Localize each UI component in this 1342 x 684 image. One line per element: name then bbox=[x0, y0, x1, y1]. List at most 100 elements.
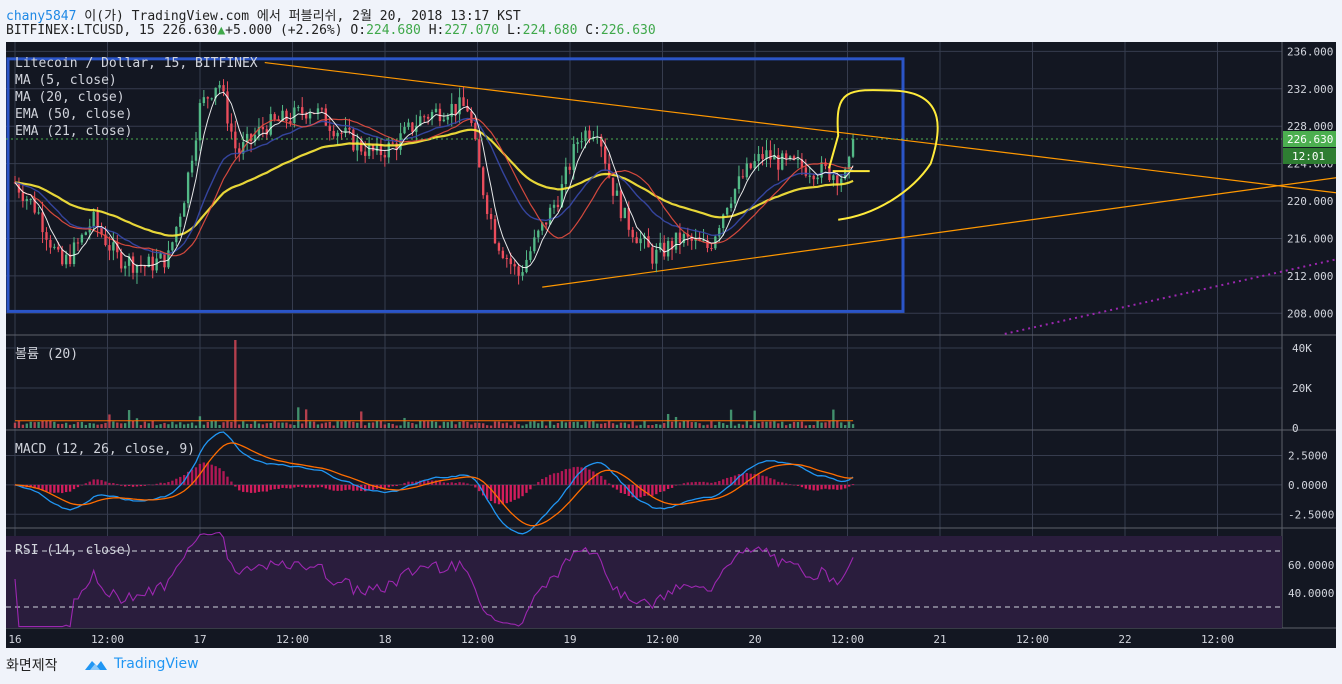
candle-body bbox=[820, 162, 823, 178]
macd-histogram-bar bbox=[647, 484, 650, 496]
candle-body bbox=[552, 204, 556, 208]
volume-bar bbox=[725, 424, 729, 428]
macd-histogram-bar bbox=[328, 484, 331, 490]
macd-histogram-bar bbox=[265, 484, 268, 492]
candle-body bbox=[462, 97, 465, 107]
macd-histogram-bar bbox=[765, 476, 768, 485]
candle-body bbox=[360, 140, 363, 152]
volume-bar bbox=[301, 423, 304, 428]
time-tick-label: 12:00 bbox=[831, 633, 864, 646]
volume-bar bbox=[387, 423, 390, 428]
macd-histogram-bar bbox=[631, 484, 634, 498]
candle-body bbox=[108, 245, 111, 251]
macd-histogram-bar bbox=[116, 483, 119, 485]
candle-body bbox=[92, 211, 95, 227]
candle-body bbox=[127, 256, 131, 266]
volume-bar bbox=[17, 420, 21, 428]
time-tick-label: 21 bbox=[933, 633, 946, 646]
volume-bar bbox=[312, 421, 316, 428]
macd-histogram-bar bbox=[840, 484, 843, 490]
candle-body bbox=[666, 241, 670, 257]
tradingview-logo-icon[interactable] bbox=[84, 656, 108, 672]
macd-histogram-bar bbox=[639, 484, 642, 498]
open-label: O: bbox=[350, 23, 367, 38]
candle-body bbox=[485, 195, 489, 214]
volume-bar bbox=[218, 425, 221, 428]
candle-body bbox=[600, 136, 603, 147]
macd-histogram-bar bbox=[454, 482, 457, 485]
macd-histogram-bar bbox=[261, 484, 265, 492]
macd-histogram-bar bbox=[761, 475, 764, 485]
candle-body bbox=[635, 237, 638, 244]
candle-body bbox=[631, 229, 634, 238]
volume-bar bbox=[788, 423, 792, 428]
time-tick-label: 20 bbox=[748, 633, 761, 646]
volume-bar bbox=[186, 423, 190, 428]
macd-histogram-bar bbox=[525, 484, 528, 493]
time-tick-label: 12:00 bbox=[461, 633, 494, 646]
volume-bar bbox=[851, 424, 855, 428]
candle-body bbox=[261, 126, 265, 130]
candle-body bbox=[745, 163, 748, 178]
volume-bar bbox=[450, 421, 453, 428]
candle-body bbox=[580, 141, 583, 143]
volume-bar bbox=[391, 423, 394, 428]
volume-bar bbox=[261, 424, 265, 428]
macd-histogram-bar bbox=[352, 484, 355, 491]
countdown-tag-label: 12:01 bbox=[1292, 150, 1325, 163]
volume-bar bbox=[733, 425, 737, 428]
volume-bar bbox=[143, 421, 147, 428]
macd-histogram-bar bbox=[714, 482, 717, 485]
volume-bar bbox=[13, 422, 17, 428]
macd-histogram-bar bbox=[548, 474, 552, 485]
macd-histogram-bar bbox=[836, 484, 839, 490]
volume-bar bbox=[25, 423, 28, 428]
chart-canvas[interactable]: 236.000232.000228.000224.000220.000216.0… bbox=[6, 42, 1336, 648]
volume-bar bbox=[564, 422, 568, 428]
volume-bar bbox=[548, 421, 552, 428]
volume-bar bbox=[537, 423, 540, 428]
candle-body bbox=[304, 113, 308, 119]
macd-histogram-bar bbox=[816, 484, 819, 491]
macd-histogram-bar bbox=[800, 484, 804, 488]
price-axis[interactable]: 236.000232.000228.000224.000220.000216.0… bbox=[1283, 45, 1336, 600]
price-tick-label: 212.000 bbox=[1287, 270, 1333, 283]
macd-histogram-bar bbox=[784, 483, 788, 485]
macd-histogram-bar bbox=[80, 484, 84, 486]
macd-signal-line bbox=[14, 442, 854, 527]
macd-histogram-bar bbox=[202, 462, 206, 485]
candle-body bbox=[438, 108, 442, 122]
candle-body bbox=[840, 178, 843, 185]
volume-bar bbox=[104, 422, 107, 428]
macd-histogram-bar bbox=[41, 484, 44, 491]
tradingview-brand[interactable]: TradingView bbox=[114, 656, 199, 672]
author-link[interactable]: chany5847 bbox=[6, 9, 77, 24]
macd-histogram-bar bbox=[576, 466, 579, 485]
macd-histogram-bar bbox=[501, 484, 505, 505]
volume-bar bbox=[714, 425, 717, 428]
candle-body bbox=[143, 266, 147, 268]
candle-body bbox=[253, 134, 257, 142]
volume-bar bbox=[698, 423, 701, 428]
candle-body bbox=[702, 240, 705, 242]
volume-bar bbox=[757, 423, 760, 428]
time-axis[interactable]: 16 12:00 17 12:00 18 12:00 19 12:00 20 12:00 21 12:… bbox=[8, 633, 1234, 646]
volume-bar bbox=[367, 422, 371, 428]
candle-body bbox=[765, 150, 768, 159]
macd-histogram-bar bbox=[497, 484, 501, 505]
volume-bar bbox=[194, 425, 198, 428]
volume-bar bbox=[631, 421, 634, 428]
volume-bar bbox=[175, 424, 178, 428]
macd-histogram-bar bbox=[521, 484, 524, 497]
macd-histogram-bar bbox=[273, 484, 276, 490]
macd-histogram-bar bbox=[529, 484, 532, 490]
volume-bar bbox=[92, 423, 95, 428]
macd-tick-label: -2.5000 bbox=[1288, 508, 1334, 521]
candle-body bbox=[800, 159, 804, 168]
volume-bar bbox=[568, 421, 571, 428]
macd-histogram-bar bbox=[541, 478, 544, 485]
volume-bar bbox=[245, 423, 249, 428]
macd-histogram-bar bbox=[332, 484, 335, 491]
macd-histogram-bar bbox=[84, 483, 87, 485]
volume-bar bbox=[844, 425, 847, 428]
